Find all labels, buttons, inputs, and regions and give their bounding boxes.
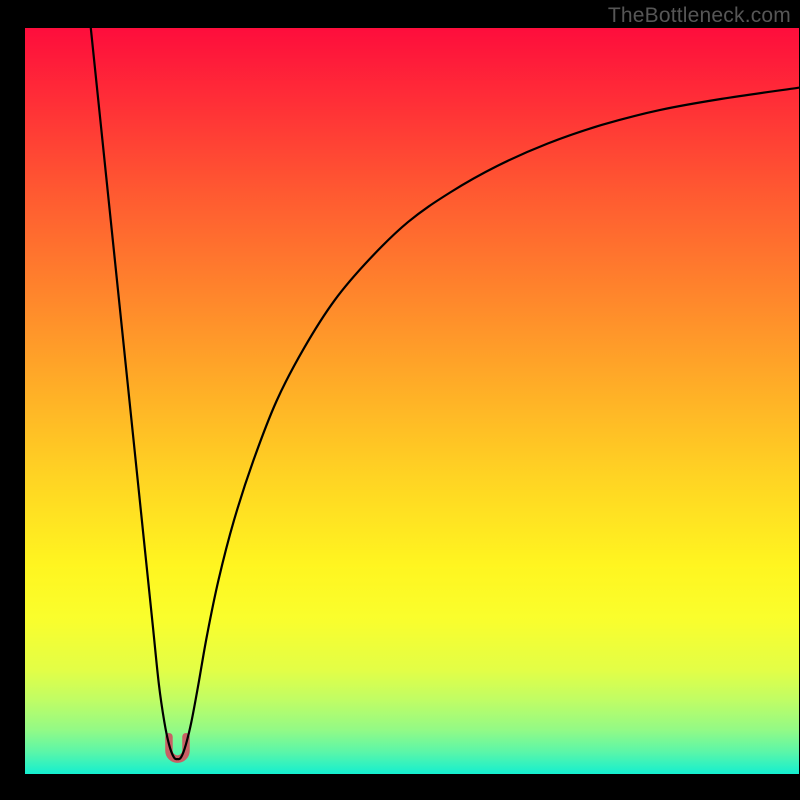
chart-background bbox=[25, 28, 799, 774]
chart-frame bbox=[25, 28, 799, 774]
chart-svg bbox=[25, 28, 799, 774]
watermark-text: TheBottleneck.com bbox=[608, 4, 791, 28]
